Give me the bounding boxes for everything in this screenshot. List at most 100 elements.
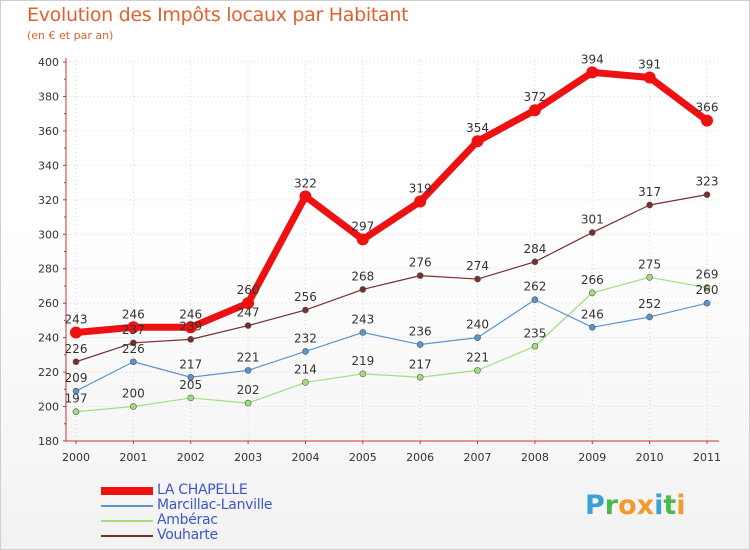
y-tick-label: 400 xyxy=(38,56,59,69)
data-label: 221 xyxy=(466,350,489,364)
data-point xyxy=(70,326,82,339)
legend-swatch-marcillac-lanville xyxy=(101,505,153,507)
logo-letter: i xyxy=(676,490,686,521)
data-point xyxy=(187,336,195,343)
x-tick-label: 2002 xyxy=(177,451,205,464)
data-point xyxy=(588,229,596,236)
legend-swatch-amberac xyxy=(101,520,153,522)
data-label: 219 xyxy=(351,354,374,368)
data-label: 209 xyxy=(65,371,88,385)
data-label: 226 xyxy=(122,342,145,356)
data-point xyxy=(646,313,653,321)
data-label: 205 xyxy=(179,378,202,392)
data-label: 202 xyxy=(237,383,260,397)
data-label: 319 xyxy=(409,182,432,196)
data-point xyxy=(471,135,484,148)
data-label: 200 xyxy=(122,387,145,401)
legend: LA CHAPELLE Marcillac-Lanville Ambérac V… xyxy=(101,483,341,543)
y-tick-label: 380 xyxy=(38,90,59,103)
x-tick-label: 2006 xyxy=(406,451,434,464)
data-label: 197 xyxy=(65,392,88,406)
data-point xyxy=(244,367,252,374)
data-label: 217 xyxy=(179,357,202,371)
data-label: 239 xyxy=(179,319,202,333)
data-label: 323 xyxy=(696,175,719,189)
data-label: 247 xyxy=(237,306,260,320)
data-point xyxy=(359,286,367,293)
y-tick-label: 300 xyxy=(38,228,59,241)
data-point xyxy=(474,275,481,283)
data-point xyxy=(72,358,80,366)
data-point xyxy=(244,322,252,329)
x-tick-label: 2007 xyxy=(464,451,492,464)
data-point xyxy=(531,258,539,266)
data-point xyxy=(531,342,539,350)
data-point xyxy=(703,191,711,198)
data-point xyxy=(701,114,713,127)
data-point xyxy=(130,358,137,366)
data-label: 256 xyxy=(294,290,317,304)
data-label: 322 xyxy=(294,176,317,190)
y-tick-label: 360 xyxy=(38,125,59,138)
data-label: 275 xyxy=(638,257,661,271)
legend-item-la-chapelle: LA CHAPELLE xyxy=(101,483,341,498)
x-tick-label: 2011 xyxy=(693,451,721,464)
data-label: 301 xyxy=(581,213,604,227)
data-label: 269 xyxy=(696,268,719,282)
data-label: 372 xyxy=(523,90,546,104)
legend-item-amberac: Ambérac xyxy=(101,513,341,528)
data-point xyxy=(184,321,197,334)
data-point xyxy=(130,403,137,410)
data-label: 221 xyxy=(237,350,260,364)
data-label: 246 xyxy=(122,307,145,321)
series-line-2 xyxy=(75,276,708,413)
x-tick-label: 2010 xyxy=(636,451,664,464)
data-point xyxy=(302,379,309,386)
data-point xyxy=(414,195,427,208)
data-point xyxy=(528,104,541,117)
logo-letter: P xyxy=(585,490,605,521)
data-label: 274 xyxy=(466,259,489,273)
x-tick-label: 2003 xyxy=(234,451,262,464)
data-label: 262 xyxy=(523,280,546,294)
legend-swatch-vouharte xyxy=(101,535,153,537)
data-point xyxy=(359,370,367,378)
data-point xyxy=(356,233,369,246)
legend-label-marcillac-lanville: Marcillac-Lanville xyxy=(157,497,273,513)
data-point xyxy=(127,321,140,334)
data-point xyxy=(359,329,367,336)
data-point xyxy=(646,274,653,281)
series-line-1 xyxy=(75,299,708,392)
data-point xyxy=(72,408,80,416)
x-tick-label: 2000 xyxy=(62,451,90,464)
data-label: 237 xyxy=(122,323,145,337)
data-label: 226 xyxy=(65,342,88,356)
y-tick-label: 200 xyxy=(38,401,59,414)
proxiti-logo: Proxiti xyxy=(585,490,686,521)
data-point xyxy=(244,399,252,407)
y-tick-label: 280 xyxy=(38,263,59,276)
chart-subtitle: (en € et par an) xyxy=(27,29,114,42)
data-point xyxy=(302,306,309,314)
data-point xyxy=(130,339,137,347)
data-label: 240 xyxy=(466,318,489,332)
data-label: 260 xyxy=(696,283,719,297)
data-point xyxy=(588,289,596,297)
data-point xyxy=(531,296,539,304)
legend-label-amberac: Ambérac xyxy=(157,512,218,528)
logo-letter: o xyxy=(618,490,637,521)
x-tick-label: 2009 xyxy=(578,451,606,464)
data-label: 236 xyxy=(409,325,432,339)
x-tick-label: 2005 xyxy=(349,451,377,464)
data-point xyxy=(703,284,711,291)
data-label: 260 xyxy=(237,283,260,297)
logo-letter: r xyxy=(604,490,619,521)
data-label: 243 xyxy=(65,312,88,326)
series-line-3 xyxy=(75,194,708,363)
chart-title: Evolution des Impôts locaux par Habitant xyxy=(27,4,409,26)
data-label: 232 xyxy=(294,331,317,345)
x-tick-label: 2004 xyxy=(291,451,319,464)
data-label: 266 xyxy=(581,273,604,287)
